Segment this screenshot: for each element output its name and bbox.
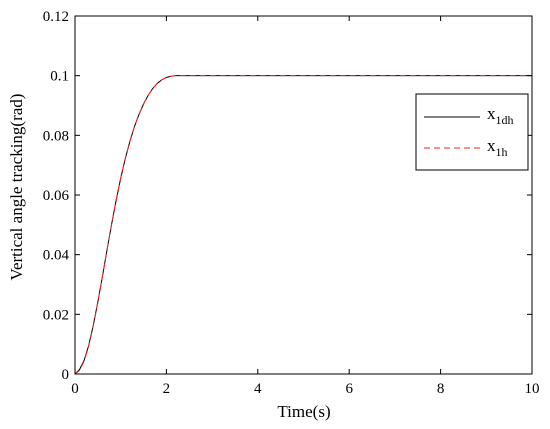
plot-area — [75, 16, 532, 374]
x-tick-label: 4 — [254, 381, 262, 397]
y-tick-label: 0.02 — [43, 307, 69, 323]
x-axis-label: Time(s) — [277, 402, 330, 421]
series-line-x1h — [74, 75, 532, 375]
legend: x1dh x1h — [415, 93, 529, 171]
x-tick-label: 8 — [437, 381, 445, 397]
y-tick-label: 0 — [62, 367, 70, 383]
x-tick-label: 0 — [71, 381, 79, 397]
series-layer — [74, 75, 532, 375]
y-tick-label: 0.08 — [43, 128, 69, 144]
legend-box — [415, 93, 529, 171]
y-tick-label: 0.1 — [50, 69, 69, 85]
y-tick-label: 0.12 — [43, 9, 69, 25]
x-tick-label: 10 — [525, 381, 540, 397]
tick-labels: 0 2 4 6 8 10 0 0.02 0.04 0.06 0.08 0.1 0.12 — [43, 9, 540, 397]
y-tick-label: 0.04 — [43, 248, 70, 264]
legend-entry-x1dh: x1dh — [487, 104, 514, 127]
axes-layer — [74, 15, 533, 375]
y-axis-label: Vertical angle tracking(rad) — [7, 94, 26, 281]
plot-background — [75, 16, 532, 374]
y-tick-label: 0.06 — [43, 188, 70, 204]
x-tick-label: 6 — [345, 381, 353, 397]
legend-entry-x1h: x1h — [487, 136, 508, 159]
x-tick-label: 2 — [163, 381, 171, 397]
